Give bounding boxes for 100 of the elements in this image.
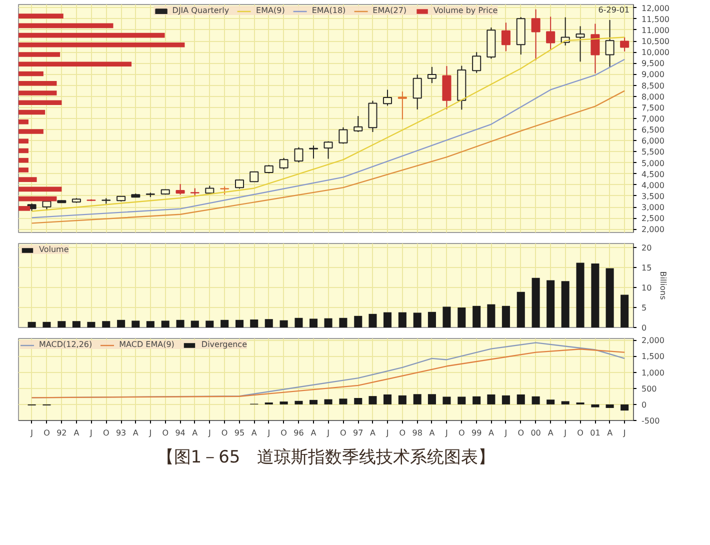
legend-label: MACD EMA(9) <box>119 340 174 349</box>
bar <box>620 404 629 411</box>
bar <box>606 268 614 328</box>
bar <box>532 278 540 328</box>
y-tick-label: 5,000 <box>642 158 664 168</box>
bar <box>132 320 140 328</box>
x-tick-label: A <box>488 428 494 438</box>
bar <box>280 402 288 404</box>
bar <box>280 320 288 328</box>
bar <box>161 320 170 328</box>
x-tick-label: O <box>340 428 346 438</box>
legend-label: DJIA Quarterly <box>172 6 230 15</box>
bar <box>324 399 332 404</box>
y-tick-label: 11,000 <box>642 26 670 35</box>
x-tick-label: A <box>370 428 376 438</box>
candlestick <box>354 116 363 133</box>
bar <box>294 400 303 404</box>
bar <box>18 23 114 28</box>
bar <box>176 320 184 328</box>
bar <box>620 294 629 328</box>
x-tick-label: 97 <box>353 428 364 438</box>
y-tick-label: 1,000 <box>642 368 664 378</box>
bar <box>18 62 132 67</box>
bar <box>368 396 377 404</box>
bar <box>398 395 406 404</box>
y-tick-label: 15 <box>642 264 652 272</box>
bar <box>18 119 28 124</box>
x-tick-label: J <box>385 428 389 438</box>
bar <box>487 394 496 404</box>
line-series <box>31 36 626 212</box>
bar <box>18 71 44 76</box>
y-tick-label: 4,500 <box>642 170 664 179</box>
candlestick <box>472 52 482 74</box>
x-tick-label: 92 <box>56 428 67 438</box>
bar <box>354 398 362 404</box>
x-tick-label: 96 <box>294 428 304 438</box>
x-tick-label: A <box>548 428 554 438</box>
bar <box>442 306 451 328</box>
bar <box>220 320 229 328</box>
annotation: 6-29-01 <box>598 6 630 14</box>
bar <box>516 394 525 404</box>
bar <box>58 321 66 328</box>
bar <box>591 404 600 408</box>
x-tick-label: 01 <box>590 428 600 438</box>
y-tick-label: 8,000 <box>642 92 664 102</box>
bar <box>472 396 481 404</box>
bar <box>516 292 525 328</box>
x-tick-label: A <box>192 428 198 438</box>
y-tick-label: 1,500 <box>642 352 664 362</box>
bar <box>117 320 126 328</box>
text: 【图1－65 道琼斯指数季线技术系统图表】 <box>156 448 496 468</box>
y-tick-label: 11,500 <box>642 14 670 24</box>
x-tick-label: 95 <box>234 428 245 438</box>
bar <box>18 168 28 172</box>
bar <box>383 312 392 328</box>
x-tick-label: A <box>429 428 436 438</box>
x-tick-label: 99 <box>471 428 482 438</box>
bar <box>18 32 165 38</box>
y-tick-label: 2,000 <box>642 336 664 346</box>
bar <box>383 394 392 404</box>
candlestick <box>546 16 556 50</box>
candlestick <box>501 22 510 52</box>
x-tick-label: O <box>221 428 228 438</box>
bar <box>18 177 37 182</box>
bar <box>18 52 60 57</box>
bar <box>487 304 496 328</box>
bar <box>87 322 96 328</box>
candlestick <box>620 36 630 52</box>
legend-label: EMA(9) <box>256 6 285 15</box>
bar <box>472 306 481 328</box>
bar <box>546 400 555 404</box>
x-tick-label: J <box>30 428 33 438</box>
bar <box>309 400 318 404</box>
line-series <box>31 90 626 224</box>
bar <box>413 394 422 404</box>
bar <box>428 312 436 328</box>
x-tick-label: J <box>266 428 270 438</box>
bar <box>413 312 422 328</box>
x-tick-label: 00 <box>530 428 541 438</box>
candlestick <box>338 126 348 144</box>
legend-label: EMA(27) <box>372 6 407 15</box>
bar <box>309 318 318 328</box>
bar <box>18 148 28 154</box>
bar <box>206 320 214 328</box>
bar <box>18 129 44 134</box>
x-tick-label: O <box>399 428 406 438</box>
bar <box>606 404 614 408</box>
x-tick-label: A <box>251 428 258 438</box>
candlestick <box>294 146 304 164</box>
y-tick-label: 3,500 <box>642 192 664 201</box>
x-tick-label: J <box>326 428 330 438</box>
bar <box>458 308 466 328</box>
bar <box>72 321 80 328</box>
x-tick-label: A <box>310 428 317 438</box>
x-tick-label: J <box>504 428 508 438</box>
candlestick <box>250 171 259 182</box>
bar <box>458 396 466 404</box>
candlestick <box>279 157 288 170</box>
bar <box>190 320 199 328</box>
candlestick <box>590 23 600 74</box>
